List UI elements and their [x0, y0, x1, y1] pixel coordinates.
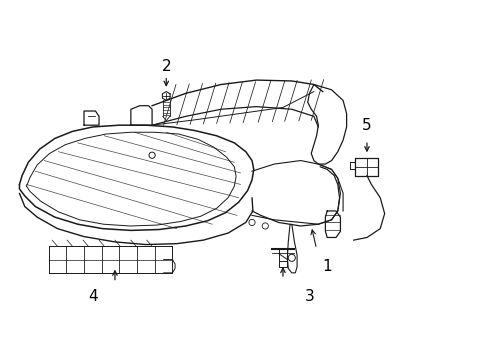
Bar: [278, 261, 287, 267]
Text: 5: 5: [362, 118, 372, 133]
Text: 4: 4: [88, 289, 98, 304]
Text: 3: 3: [305, 289, 315, 304]
Text: 1: 1: [322, 259, 332, 274]
Text: 2: 2: [161, 59, 171, 74]
